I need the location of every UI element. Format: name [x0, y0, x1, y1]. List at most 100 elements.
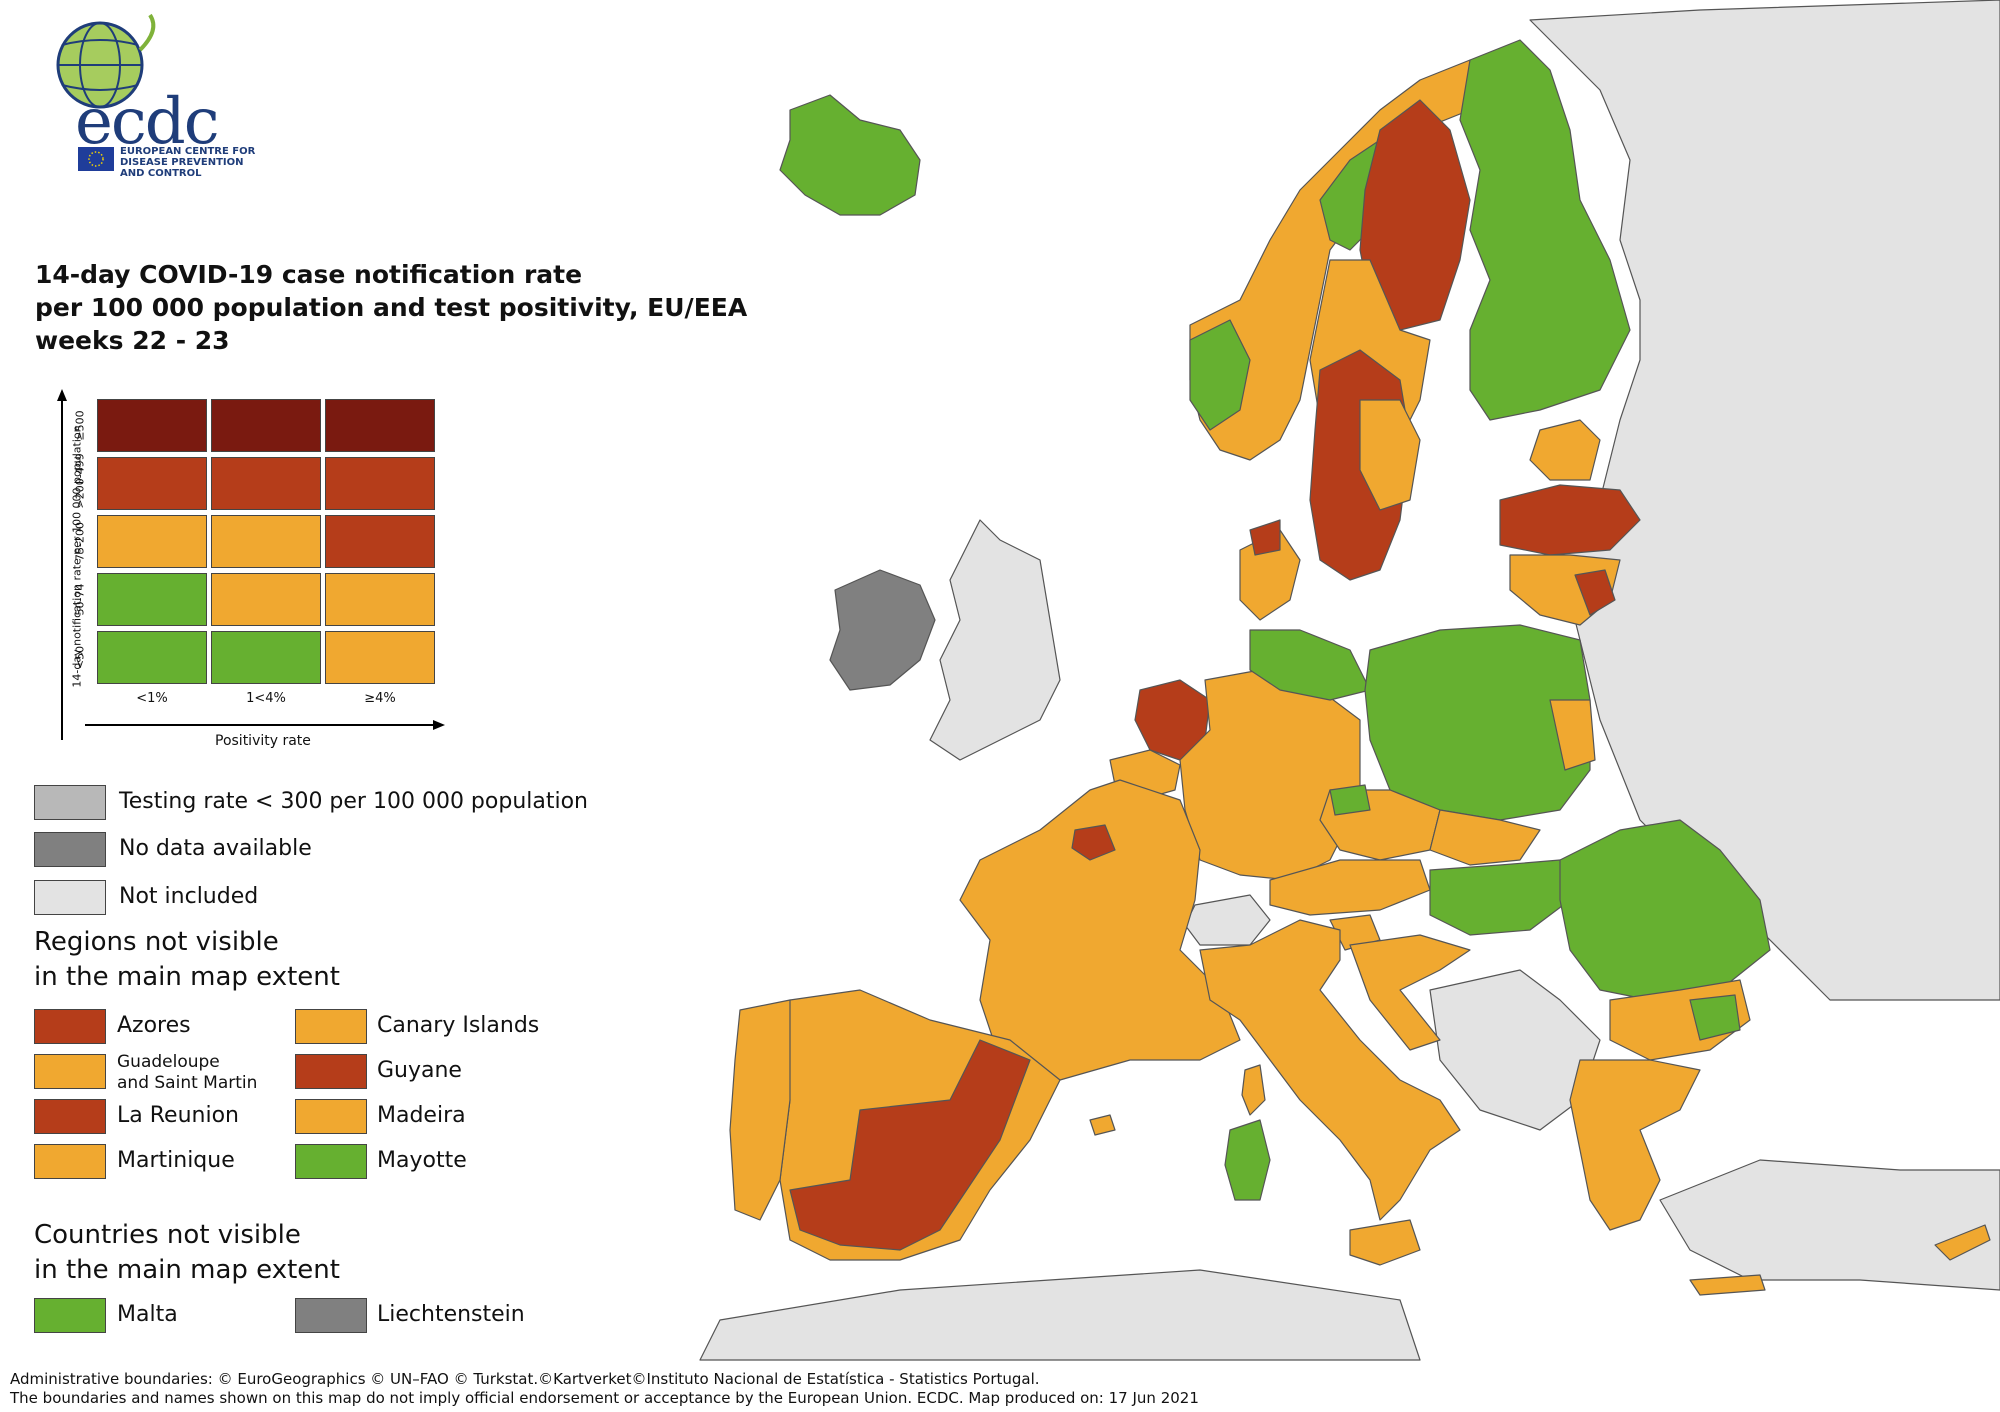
region-swatch [34, 1144, 106, 1179]
map-region-sardinia [1224, 1119, 1271, 1201]
map-region-balearic [1089, 1114, 1116, 1136]
map-region-lithuania-east [1574, 569, 1616, 616]
country-swatch [295, 1298, 367, 1333]
region-swatch [295, 1144, 367, 1179]
region-label: Canary Islands [377, 1013, 540, 1038]
map-region-france [959, 779, 1241, 1081]
map-region-poland [1364, 624, 1591, 821]
matrix-row-label: ≥500 [73, 409, 87, 441]
map-region-slovakia [1429, 809, 1541, 866]
map-region-paris [1071, 824, 1116, 861]
region-label: Mayotte [377, 1148, 467, 1173]
matrix-column-labels: <1% 1<4% ≥4% [97, 691, 442, 711]
map-region-denmark-north [1249, 519, 1281, 556]
matrix-cell [325, 457, 435, 510]
regions-heading: Regions not visible in the main map exte… [34, 925, 340, 995]
footer-line: The boundaries and names shown on this m… [10, 1389, 1199, 1407]
map-region-iceland [779, 94, 921, 216]
region-swatch [34, 1009, 106, 1044]
map-region-romania [1559, 819, 1771, 1001]
matrix-cell [211, 457, 321, 510]
matrix-row-label: >200-499 [73, 452, 87, 508]
map-region-bulgaria-east [1689, 994, 1741, 1041]
matrix-cell [325, 515, 435, 568]
matrix-row-labels: ≥500 >200-499 75-200 50-74 <50 [65, 399, 95, 689]
title-line: weeks 22 - 23 [35, 326, 230, 355]
matrix-column-label: ≥4% [364, 691, 396, 706]
title-line: 14-day COVID-19 case notification rate [35, 260, 583, 289]
map-region-spain-central [789, 1039, 1031, 1251]
agency-name: EUROPEAN CENTRE FOR DISEASE PREVENTION A… [120, 146, 260, 179]
agency-line: DISEASE PREVENTION [120, 157, 244, 168]
map-region-uk [929, 519, 1061, 761]
matrix-row-label: 75-200 [73, 521, 87, 561]
regions-heading-line: in the main map extent [34, 962, 340, 992]
country-label: Liechtenstein [377, 1302, 525, 1327]
matrix-row-label: <50 [73, 645, 87, 669]
matrix-legend: 14-day notification rate per 100 000 pop… [30, 385, 450, 749]
map-region-latvia [1499, 484, 1641, 556]
map-region-north-africa [699, 1269, 1421, 1361]
map-region-sicily [1349, 1219, 1421, 1266]
region-label: Guadeloupe and Saint Martin [117, 1052, 257, 1094]
country-label: Malta [117, 1302, 178, 1327]
eu-flag-icon [78, 147, 114, 171]
matrix-cell [211, 515, 321, 568]
country-swatch [34, 1298, 106, 1333]
matrix-cell [97, 457, 207, 510]
region-label-line: Guadeloupe [117, 1052, 220, 1072]
map-region-switzerland [1184, 894, 1271, 946]
matrix-cell [211, 399, 321, 452]
map-region-estonia [1529, 419, 1601, 481]
region-swatch [295, 1009, 367, 1044]
title-line: per 100 000 population and test positivi… [35, 293, 748, 322]
matrix-column-label: 1<4% [246, 691, 286, 706]
legend-label-testing: Testing rate < 300 per 100 000 populatio… [119, 789, 589, 814]
matrix-column-label: <1% [136, 691, 168, 706]
map-region-italy [1199, 919, 1461, 1221]
matrix-x-axis-label: Positivity rate [215, 733, 311, 749]
region-swatch [295, 1054, 367, 1089]
matrix-cell [97, 573, 207, 626]
map-region-norway-west [1189, 319, 1251, 431]
matrix-row-label: 50-74 [73, 583, 87, 615]
globe-icon [56, 13, 156, 109]
matrix-cell [325, 631, 435, 684]
map-region-turkey [1659, 1159, 2000, 1291]
region-label: Guyane [377, 1058, 462, 1083]
map-region-austria [1269, 859, 1431, 916]
footer-credits: Administrative boundaries: © EuroGeograp… [10, 1370, 1199, 1408]
matrix-cell [325, 573, 435, 626]
region-label: La Reunion [117, 1103, 239, 1128]
matrix-grid [97, 399, 442, 689]
map-region-poland-east [1549, 699, 1596, 771]
footer-line: Administrative boundaries: © EuroGeograp… [10, 1370, 1040, 1388]
legend-swatch-not-included [34, 880, 106, 915]
map-region-ireland [829, 569, 936, 691]
matrix-cell [97, 399, 207, 452]
map-region-germany-north [1249, 629, 1371, 701]
agency-line: AND CONTROL [120, 168, 202, 179]
legend-label-not-included: Not included [119, 884, 259, 909]
map-region-crete [1689, 1274, 1766, 1296]
map-region-finland [1459, 39, 1631, 421]
matrix-cell [97, 515, 207, 568]
matrix-axes [57, 389, 445, 740]
map-region-corsica [1241, 1064, 1266, 1116]
region-swatch [34, 1099, 106, 1134]
map-region-czechia-west [1329, 784, 1371, 816]
map-region-portugal [729, 999, 791, 1221]
region-swatch [34, 1054, 106, 1089]
map-region-greece [1569, 1059, 1701, 1231]
map-region-croatia [1349, 934, 1471, 1051]
legend-swatch-testing [34, 785, 106, 820]
countries-heading: Countries not visible in the main map ex… [34, 1218, 340, 1288]
legend-label-no-data: No data available [119, 836, 312, 861]
map-title: 14-day COVID-19 case notification rate p… [35, 258, 795, 357]
region-swatch [295, 1099, 367, 1134]
legend-swatch-no-data [34, 832, 106, 867]
region-label-line: and Saint Martin [117, 1073, 258, 1093]
countries-heading-line: in the main map extent [34, 1255, 340, 1285]
map-region-cyprus [1934, 1224, 1991, 1261]
